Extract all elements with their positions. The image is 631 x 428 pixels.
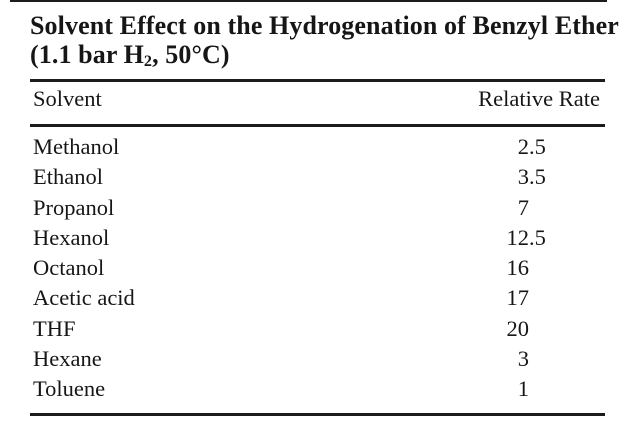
table-row: Octanol 16 [33, 253, 600, 283]
solvent-cell: Hexanol [33, 224, 110, 250]
rate-cell-dec: .5 [529, 164, 546, 190]
table-title-line2: (1.1 bar H2, 50°C) [30, 39, 230, 70]
solvent-cell: Hexane [33, 346, 102, 372]
hydrogen-subscript: 2 [143, 52, 153, 70]
column-header-solvent: Solvent [33, 86, 102, 111]
table-title-line1: Solvent Effect on the Hydrogenation of B… [30, 11, 619, 40]
rate-cell-dec: .5 [529, 224, 546, 250]
rate-cell-int: 16 [506, 255, 530, 281]
rate-cell-int: 12 [506, 224, 530, 250]
solvent-cell: Ethanol [33, 164, 103, 190]
rate-cell-int: 3 [517, 164, 529, 190]
rate-cell-dec: .5 [529, 134, 546, 159]
title-conditions-suffix: , 50°C) [152, 39, 230, 69]
column-header-relative-rate: Relative Rate [478, 86, 600, 111]
solvent-cell: Methanol [33, 134, 120, 159]
table-row: Hexanol 12 .5 [33, 223, 600, 253]
rate-cell-int: 3 [517, 346, 529, 372]
rule-bottom [30, 413, 605, 416]
table-top-border [10, 0, 607, 2]
table-title: Solvent Effect on the Hydrogenation of B… [30, 11, 619, 76]
solvent-cell: Octanol [33, 255, 105, 281]
table-body: Methanol 2 .5 Ethanol 3 .5 Propanol 7 He… [33, 132, 600, 405]
rate-cell-int: 20 [506, 315, 530, 341]
table-row: Propanol 7 [33, 193, 600, 223]
solvent-cell: Propanol [33, 194, 115, 220]
rule-under-header [30, 124, 605, 127]
solvent-cell: Acetic acid [33, 285, 135, 311]
rate-cell-int: 7 [517, 194, 529, 220]
rule-under-title [30, 79, 605, 82]
solvent-cell: THF [33, 315, 76, 341]
table-row: Ethanol 3 .5 [33, 162, 600, 192]
table-row: Hexane 3 [33, 344, 600, 374]
title-conditions-prefix: (1.1 bar H [30, 39, 144, 69]
table-row: Toluene 1 [33, 374, 600, 404]
rate-cell-int: 2 [517, 134, 529, 159]
table-header-row: Solvent Relative Rate [33, 84, 600, 114]
table-row: Methanol 2 .5 [33, 132, 600, 162]
solvent-cell: Toluene [33, 376, 106, 402]
table-row: Acetic acid 17 [33, 283, 600, 313]
rate-cell-int: 17 [506, 285, 530, 311]
table-row: THF 20 [33, 314, 600, 344]
rate-cell-int: 1 [517, 376, 529, 402]
